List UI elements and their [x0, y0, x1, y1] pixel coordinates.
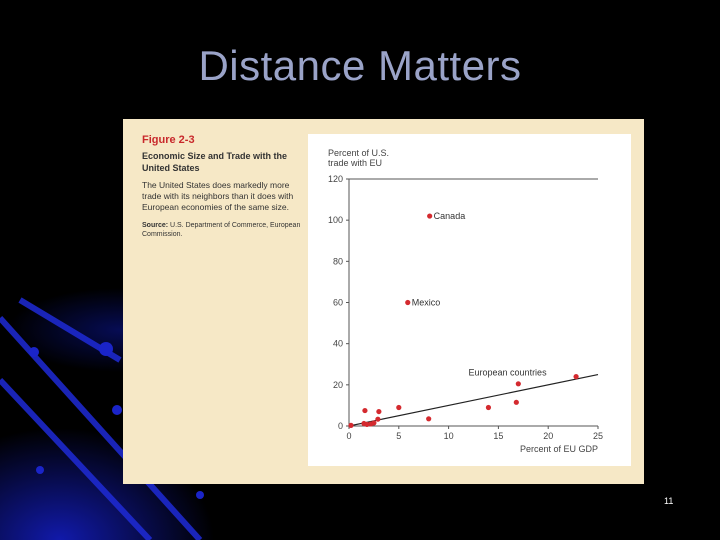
data-point: [376, 408, 382, 415]
source-label: Source:: [142, 222, 169, 229]
y-tick-label: 20: [333, 380, 343, 390]
x-axis-label: Percent of EU GDP: [520, 444, 598, 454]
data-point: [362, 407, 368, 414]
trend-line: [348, 373, 599, 427]
source-text: U.S. Department of Commerce, European Co…: [142, 222, 301, 238]
data-point: [426, 416, 432, 422]
data-point: [515, 381, 521, 387]
plot-background: [308, 134, 631, 466]
page-number: 11: [664, 496, 674, 506]
x-tick-label: 0: [346, 431, 351, 441]
data-point: [485, 404, 492, 411]
figure-source: Source: U.S. Department of Commerce, Eur…: [142, 221, 302, 239]
y-axis-label-line: Percent of U.S.: [328, 148, 389, 158]
figure-label: Figure 2-3: [142, 134, 195, 146]
x-tick-label: 15: [493, 431, 503, 441]
figure-title: Economic Size and Trade with the United …: [142, 151, 288, 173]
y-tick-label: 60: [333, 298, 343, 308]
y-axis-label: Percent of U.S. trade with EU: [328, 148, 389, 168]
data-point: [348, 422, 354, 428]
trend-line-label: European countries: [469, 368, 548, 378]
data-point-label: Canada: [434, 211, 466, 221]
data-point: [427, 213, 433, 219]
x-tick-label: 20: [543, 431, 553, 441]
x-tick-label: 10: [444, 431, 454, 441]
figure-description: The United States does markedly more tra…: [142, 180, 294, 212]
y-axis-label-line: trade with EU: [328, 158, 382, 168]
y-tick-label: 80: [333, 256, 343, 266]
data-point: [405, 299, 411, 306]
data-point: [513, 399, 519, 405]
data-point: [364, 421, 370, 427]
slide-title: Distance Matters: [198, 42, 522, 89]
data-point-label: Mexico: [412, 298, 441, 308]
data-point: [573, 374, 579, 380]
y-tick-label: 100: [328, 215, 343, 225]
y-tick-label: 0: [338, 421, 343, 431]
y-tick-label: 120: [328, 174, 343, 184]
data-point: [371, 420, 377, 426]
scatter-chart: Percent of U.S. trade with EU Percent of …: [328, 148, 603, 454]
data-point: [396, 404, 402, 411]
y-tick-label: 40: [333, 339, 343, 349]
x-tick-label: 5: [396, 431, 401, 441]
data-point: [375, 416, 381, 422]
figure-caption: Figure 2-3 Economic Size and Trade with …: [142, 134, 302, 239]
x-tick-label: 25: [593, 431, 603, 441]
